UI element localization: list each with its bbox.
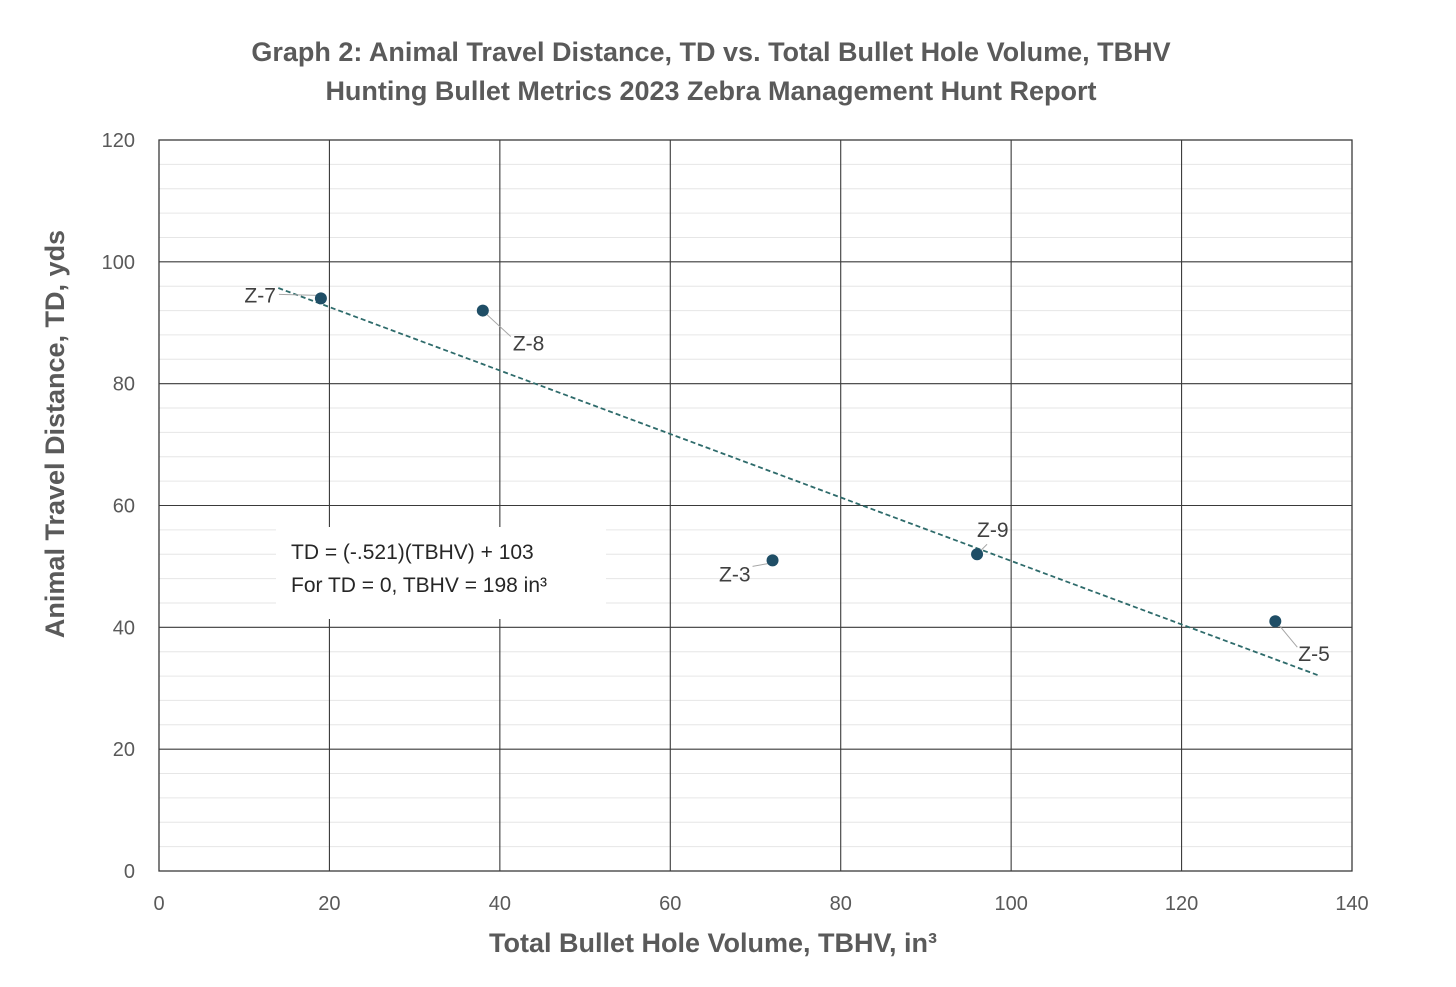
data-label-z-3: Z-3 (719, 563, 751, 586)
label-leader-line (485, 313, 512, 337)
linear-trendline (277, 287, 1319, 677)
data-point-z-5 (1269, 615, 1282, 628)
label-leader-line (1277, 623, 1298, 648)
y-tick-label: 80 (113, 374, 135, 396)
chart-subtitle: Hunting Bullet Metrics 2023 Zebra Manage… (325, 76, 1096, 106)
trendline-equation-box: TD = (-.521)(TBHV) + 103 For TD = 0, TBH… (276, 527, 606, 619)
data-points (314, 292, 1282, 628)
x-tick-label: 40 (489, 893, 511, 915)
x-tick-label: 20 (318, 893, 340, 915)
y-tick-label: 0 (124, 861, 135, 883)
y-axis-tick-labels: 0 20 40 60 80 100 120 (102, 130, 135, 883)
x-tick-label: 100 (994, 893, 1027, 915)
x-axis-tick-labels: 0 20 40 60 80 100 120 140 (153, 893, 1368, 915)
x-tick-label: 0 (153, 893, 164, 915)
x-tick-label: 120 (1165, 893, 1198, 915)
y-tick-label: 100 (102, 252, 135, 274)
x-axis-title: Total Bullet Hole Volume, TBHV, in³ (489, 928, 937, 958)
label-leader-line (278, 293, 318, 296)
data-point-z-9 (971, 548, 984, 561)
x-tick-label: 80 (830, 893, 852, 915)
y-tick-label: 60 (113, 496, 135, 518)
zero-distance-volume-note: For TD = 0, TBHV = 198 in³ (291, 574, 547, 597)
data-point-labels: Z-7 Z-8 Z-3 Z-9 Z-5 (244, 284, 1329, 666)
data-label-z-7: Z-7 (244, 284, 276, 307)
y-tick-label: 120 (102, 130, 135, 152)
trendline-equation: TD = (-.521)(TBHV) + 103 (291, 541, 534, 564)
data-point-z-8 (476, 304, 489, 317)
x-tick-label: 60 (659, 893, 681, 915)
chart-title: Graph 2: Animal Travel Distance, TD vs. … (251, 37, 1170, 67)
data-label-z-9: Z-9 (977, 519, 1009, 542)
data-label-z-5: Z-5 (1298, 643, 1330, 666)
equation-box-background (276, 527, 606, 619)
y-tick-label: 20 (113, 739, 135, 761)
x-tick-label: 140 (1335, 893, 1368, 915)
plot-area-frame (158, 139, 1353, 872)
major-gridlines (159, 140, 1352, 871)
data-label-leader-lines (278, 293, 1298, 648)
data-point-z-7 (314, 292, 327, 305)
data-label-z-8: Z-8 (513, 333, 545, 356)
data-point-z-3 (766, 554, 779, 567)
y-tick-label: 40 (113, 617, 135, 639)
label-leader-line (752, 562, 770, 567)
y-axis-title: Animal Travel Distance, TD, yds (40, 230, 70, 638)
